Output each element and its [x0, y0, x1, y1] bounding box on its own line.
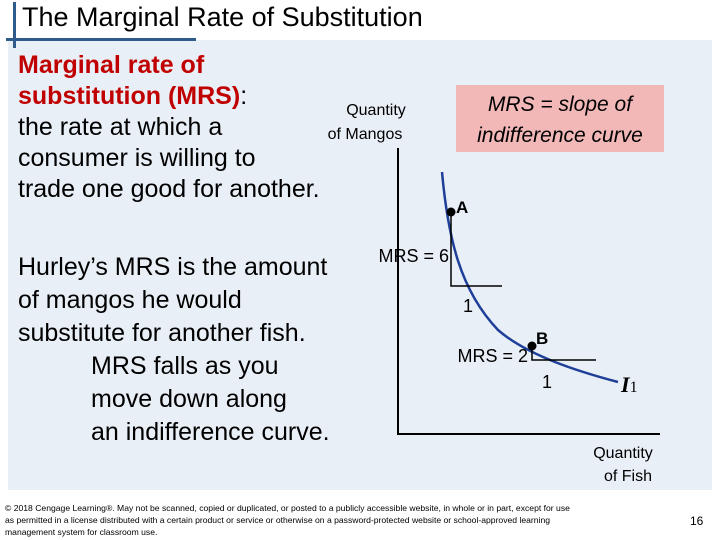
definition-term-line1: Marginal rate of	[18, 51, 205, 79]
slide-title: The Marginal Rate of Substitution	[22, 2, 423, 32]
point-b-label: B	[536, 329, 548, 348]
mrs-a-label: MRS = 6	[378, 246, 449, 266]
x-axis-label-line1: Quantity	[593, 445, 653, 462]
point-a-marker	[446, 207, 456, 217]
definition-colon: :	[240, 82, 248, 110]
curve-label-letter: I	[620, 372, 631, 397]
indifference-curve	[440, 171, 619, 384]
copyright-notice: © 2018 Cengage Learning®. May not be sca…	[5, 502, 670, 538]
explanation-line4: MRS falls as you	[91, 352, 279, 380]
explanation-line1: Hurley’s MRS is the amount	[18, 253, 328, 281]
y-axis-label-line2: of Mangos	[328, 126, 403, 143]
copyright-line3: management system for classroom use.	[5, 527, 158, 537]
title-accent-vertical	[13, 2, 16, 48]
callout-line2: indifference curve	[477, 124, 643, 147]
point-b-marker	[527, 341, 537, 351]
run-a-label: 1	[463, 296, 473, 316]
y-axis-label-line1: Quantity	[346, 102, 406, 119]
point-a-label: A	[456, 198, 468, 217]
x-axis-label-line2: of Fish	[604, 468, 652, 485]
mrs-b-label: MRS = 2	[457, 346, 528, 366]
definition-term: substitution (MRS)	[18, 82, 241, 110]
page-number: 16	[690, 514, 704, 528]
callout-line1: MRS = slope of	[487, 93, 633, 116]
title-accent-horizontal	[6, 38, 196, 41]
mrs-b-triangle	[531, 346, 596, 361]
run-b-label: 1	[542, 372, 552, 392]
mrs-a-triangle	[450, 212, 502, 287]
definition-line3: the rate at which a	[18, 113, 223, 141]
definition-line4: consumer is willing to	[18, 144, 256, 172]
copyright-line1: © 2018 Cengage Learning®. May not be sca…	[5, 503, 570, 513]
mrs-slope-callout: MRS = slope of indifference curve	[456, 85, 664, 152]
explanation-line3: substitute for another fish.	[18, 319, 306, 347]
explanation-block: Hurley’s MRS is the amount of mangos he …	[18, 251, 330, 449]
definition-line5: trade one good for another.	[18, 175, 320, 203]
definition-block: Marginal rate of substitution (MRS): the…	[18, 50, 320, 205]
explanation-line6: an indifference curve.	[91, 418, 330, 446]
curve-label: I1	[620, 372, 638, 397]
definition-term-line2: substitution (MRS):	[18, 81, 320, 112]
copyright-line2: as permitted in a license distributed wi…	[5, 515, 551, 525]
curve-label-subscript: 1	[630, 379, 638, 396]
explanation-line2: of mangos he would	[18, 286, 242, 314]
explanation-line5: move down along	[91, 385, 287, 413]
